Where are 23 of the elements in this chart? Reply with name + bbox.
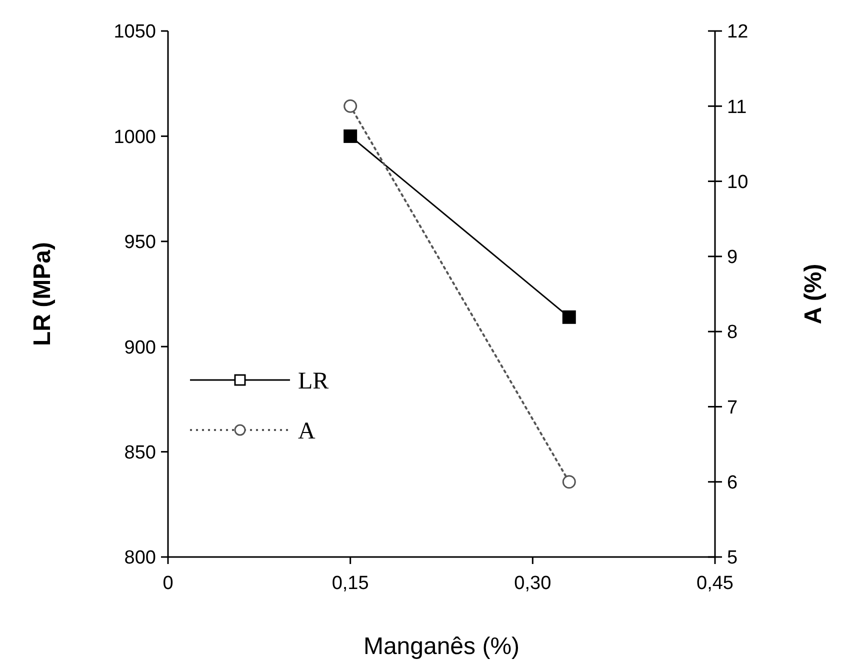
y-tick-label: 1000 [114,126,156,148]
y-tick-label: 900 [124,337,156,358]
y2-tick-label: 11 [727,96,747,118]
x-axis-title: Manganês (%) [363,633,520,660]
y-axis-title: LR (MPa) [29,242,56,346]
y2-tick-label: 6 [727,472,738,494]
x-tick-label: 0,45 [696,573,734,594]
x-tick-label: 0,15 [332,573,369,594]
y-tick-label: 850 [124,442,156,464]
y2-tick-label: 7 [727,397,738,418]
legend-label: A [298,418,316,444]
y2-tick-label: 12 [727,22,748,43]
x-tick-label: 0,30 [514,573,552,594]
y2-tick-label: 9 [727,247,738,268]
y2-tick-label: 5 [727,548,738,569]
y2-tick-label: 10 [727,172,748,193]
y-tick-label: 950 [124,232,156,254]
y-tick-label: 800 [124,548,156,569]
y2-tick-label: 8 [727,322,738,344]
y2-axis-title: A (%) [800,264,827,324]
x-tick-label: 0 [162,573,174,594]
legend-label: LR [298,368,329,394]
y-tick-label: 1050 [114,22,156,43]
